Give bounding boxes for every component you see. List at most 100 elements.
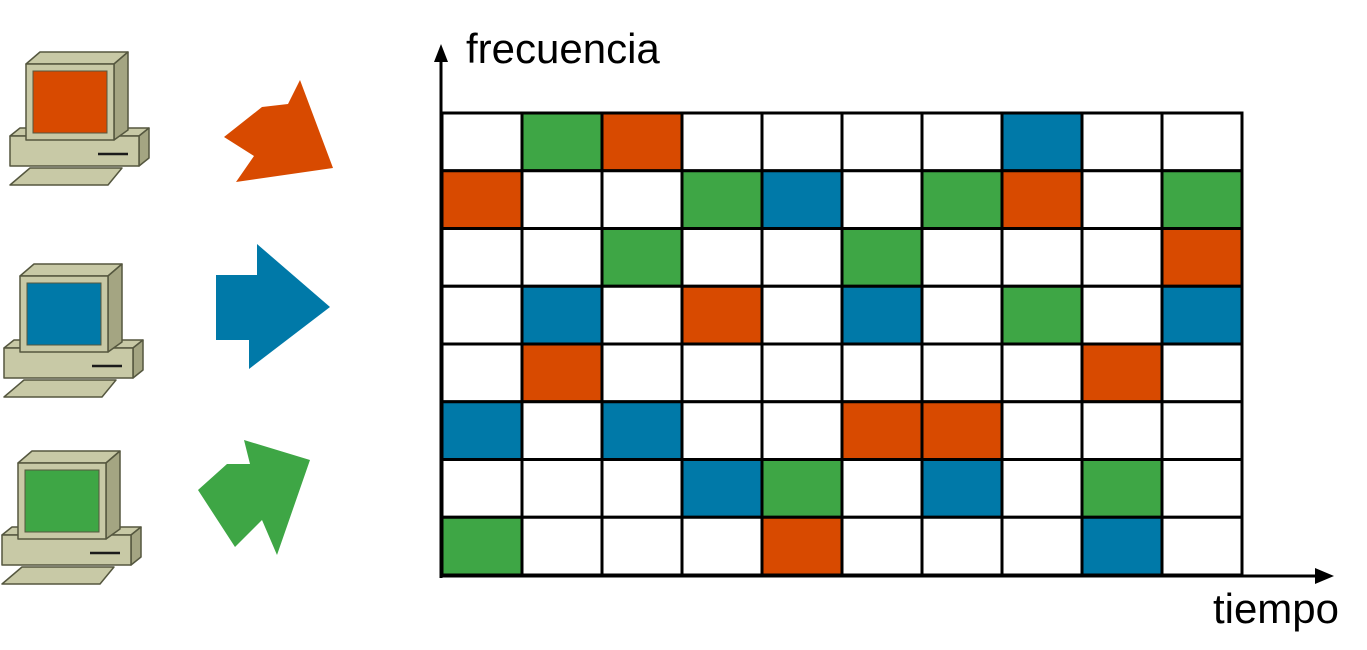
grid-cell-green xyxy=(600,227,684,288)
grid-cell-empty xyxy=(1080,169,1164,230)
grid-cell-empty xyxy=(920,284,1004,346)
grid-cell-empty xyxy=(520,169,604,230)
base-front xyxy=(9,135,140,167)
grid-cell-orange xyxy=(600,111,684,173)
time-frequency-grid xyxy=(440,111,1244,577)
grid-cell-green xyxy=(440,515,524,577)
grid-cell-blue xyxy=(1080,515,1164,577)
grid-cell-empty xyxy=(840,342,924,404)
grid-cell-orange xyxy=(520,342,604,404)
grid-cell-empty xyxy=(840,111,924,173)
x-axis-arrowhead xyxy=(1315,568,1334,584)
grid-cell-green xyxy=(1080,458,1164,519)
grid-cell-orange xyxy=(680,284,764,346)
monitor-side xyxy=(107,263,123,353)
grid-cell-blue xyxy=(760,169,844,230)
axes xyxy=(434,44,1334,584)
grid-cell-empty xyxy=(760,400,844,461)
grid-cell-empty xyxy=(520,227,604,288)
base-front xyxy=(1,534,132,566)
grid-cell-empty xyxy=(1000,227,1084,288)
grid-cell-empty xyxy=(440,227,524,288)
grid-cell-blue xyxy=(680,458,764,519)
grid-cell-blue xyxy=(1000,111,1084,173)
monitor-side xyxy=(105,450,121,540)
grid-cell-empty xyxy=(760,284,844,346)
grid-cell-empty xyxy=(680,342,764,404)
arrows-group xyxy=(198,80,333,555)
grid-cell-empty xyxy=(760,111,844,173)
grid-cell-orange xyxy=(1080,342,1164,404)
grid-cell-empty xyxy=(920,515,1004,577)
grid-cell-empty xyxy=(1000,515,1084,577)
grid-cell-empty xyxy=(600,515,684,577)
grid-cell-empty xyxy=(920,342,1004,404)
grid-cell-blue xyxy=(920,458,1004,519)
grid-cell-green xyxy=(1000,284,1084,346)
monitor-screen xyxy=(26,282,102,346)
x-axis-label: tiempo xyxy=(1212,585,1339,632)
grid-cell-empty xyxy=(520,515,604,577)
grid-cell-empty xyxy=(600,342,684,404)
grid-cell-empty xyxy=(680,515,764,577)
grid-cell-green xyxy=(520,111,604,173)
grid-cell-empty xyxy=(840,169,924,230)
monitor-side xyxy=(113,51,129,141)
grid-cell-empty xyxy=(1160,111,1244,173)
grid-cell-empty xyxy=(840,515,924,577)
grid-cell-empty xyxy=(760,227,844,288)
grid-cell-empty xyxy=(1160,400,1244,461)
monitor-screen xyxy=(32,70,108,134)
grid-cell-empty xyxy=(760,342,844,404)
y-axis-arrowhead xyxy=(434,44,448,62)
grid-cell-empty xyxy=(1160,458,1244,519)
grid-cell-blue xyxy=(600,400,684,461)
grid-cell-blue xyxy=(520,284,604,346)
grid-cell-blue xyxy=(440,400,524,461)
grid-cell-empty xyxy=(840,458,924,519)
grid-cell-empty xyxy=(1160,342,1244,404)
grid-cell-orange xyxy=(840,400,924,461)
grid-cell-green xyxy=(760,458,844,519)
keyboard xyxy=(3,379,117,398)
grid-cell-empty xyxy=(440,111,524,173)
grid-cell-empty xyxy=(1080,400,1164,461)
grid-cell-green xyxy=(1160,169,1244,230)
grid-cell-empty xyxy=(1080,227,1164,288)
grid-cell-empty xyxy=(680,111,764,173)
arrow-green xyxy=(198,440,310,555)
monitor-top xyxy=(19,263,123,277)
grid-cell-empty xyxy=(520,458,604,519)
monitor-top xyxy=(25,51,129,65)
grid-cell-empty xyxy=(1000,400,1084,461)
monitor-screen xyxy=(24,469,100,533)
grid-cell-empty xyxy=(440,284,524,346)
computer-orange xyxy=(9,51,150,186)
grid-cell-orange xyxy=(760,515,844,577)
grid-cell-empty xyxy=(680,400,764,461)
grid-cell-empty xyxy=(520,400,604,461)
grid-cell-green xyxy=(920,169,1004,230)
grid-cell-empty xyxy=(1160,515,1244,577)
grid-cell-empty xyxy=(1080,111,1164,173)
grid-cell-empty xyxy=(440,342,524,404)
grid-cell-orange xyxy=(1000,169,1084,230)
keyboard xyxy=(1,566,115,585)
grid-cell-empty xyxy=(600,169,684,230)
computers-group xyxy=(1,51,150,585)
grid-cell-orange xyxy=(920,400,1004,461)
grid-cell-empty xyxy=(1000,342,1084,404)
computer-blue xyxy=(3,263,144,398)
y-axis-label: frecuencia xyxy=(466,25,660,72)
computer-green xyxy=(1,450,142,585)
grid-cell-empty xyxy=(680,227,764,288)
monitor-top xyxy=(17,450,121,464)
grid-cell-empty xyxy=(600,458,684,519)
grid-cell-empty xyxy=(440,458,524,519)
grid-cell-green xyxy=(680,169,764,230)
grid-cell-empty xyxy=(920,227,1004,288)
grid-cell-empty xyxy=(1000,458,1084,519)
grid-cell-empty xyxy=(920,111,1004,173)
grid-cell-empty xyxy=(600,284,684,346)
